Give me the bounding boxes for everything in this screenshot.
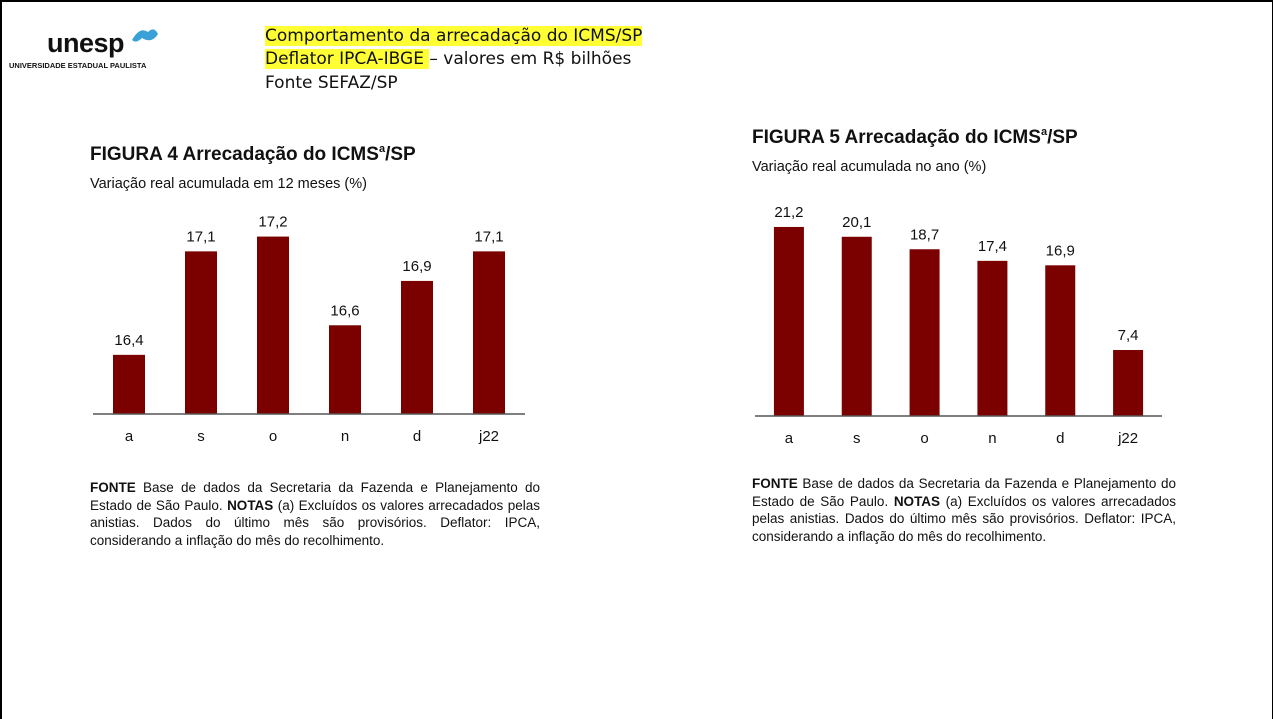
x-tick-label: s xyxy=(197,428,205,445)
note-label: NOTAS xyxy=(893,493,941,509)
x-tick-label: o xyxy=(920,430,928,447)
chart-note: FONTE Base de dados da Secretaria da Faz… xyxy=(752,475,1176,545)
bar xyxy=(909,249,940,416)
header-text: Fonte SEFAZ/SP xyxy=(265,73,398,93)
x-tick-label: j22 xyxy=(478,428,499,445)
chart-note: FONTE Base de dados da Secretaria da Faz… xyxy=(90,479,540,549)
chart-subtitle: Variação real acumulada no ano (%) xyxy=(752,159,986,175)
header-text: – valores em R$ bilhões xyxy=(429,49,632,69)
bar xyxy=(329,325,361,414)
note-label: FONTE xyxy=(90,480,136,495)
bar xyxy=(113,354,145,414)
bar xyxy=(773,226,804,416)
x-tick-label: s xyxy=(853,430,861,447)
bar xyxy=(1045,265,1076,416)
data-label: 17,1 xyxy=(186,228,215,245)
chart-title: FIGURA 4 Arrecadação do ICMSa/SP xyxy=(90,143,416,165)
header-line: Deflator IPCA-IBGE – valores em R$ bilhõ… xyxy=(265,49,631,69)
note-text: (a) Excluídos os valores arrecadados pel… xyxy=(752,493,1176,544)
chart-title-text: /SP xyxy=(1047,127,1078,148)
x-tick-label: d xyxy=(413,428,421,445)
x-tick-label: j22 xyxy=(1117,430,1138,447)
bar xyxy=(257,236,289,414)
data-label: 7,4 xyxy=(1118,327,1139,344)
x-tick-label: a xyxy=(785,430,794,447)
chart-title-text: FIGURA 4 Arrecadação do ICMS xyxy=(90,144,379,165)
bar xyxy=(401,280,433,414)
chart-subtitle: Variação real acumulada em 12 meses (%) xyxy=(90,176,367,192)
x-tick-label: o xyxy=(269,428,277,445)
data-label: 18,7 xyxy=(910,226,939,243)
data-label: 16,9 xyxy=(402,258,431,275)
bar xyxy=(185,251,217,414)
logo: unesp xyxy=(47,28,125,58)
logo-subtitle: UNIVERSIDADE ESTADUAL PAULISTA xyxy=(9,61,147,70)
note-label: NOTAS xyxy=(227,497,274,513)
chart-title-superscript: a xyxy=(1041,126,1048,138)
x-tick-label: n xyxy=(341,428,349,445)
logo-icon xyxy=(132,29,158,42)
bar xyxy=(473,251,505,414)
bar xyxy=(841,236,872,416)
header-line: Fonte SEFAZ/SP xyxy=(265,73,398,93)
x-tick-label: d xyxy=(1056,430,1064,447)
chart-title: FIGURA 5 Arrecadação do ICMSa/SP xyxy=(752,126,1078,148)
header-line: Comportamento da arrecadação do ICMS/SP xyxy=(265,26,643,46)
note-text: Base de dados da Secretaria da Fazenda e… xyxy=(752,476,1176,509)
note-text: (a) Excluídos os valores arrecadados pel… xyxy=(90,497,540,548)
data-label: 20,1 xyxy=(842,214,871,231)
data-label: 16,9 xyxy=(1046,242,1075,259)
chart-title-superscript: a xyxy=(379,143,386,155)
chart-title-text: FIGURA 5 Arrecadação do ICMS xyxy=(752,127,1041,148)
x-tick-label: a xyxy=(125,428,134,445)
data-label: 17,4 xyxy=(978,238,1007,255)
data-label: 21,2 xyxy=(774,204,803,221)
data-label: 16,4 xyxy=(114,332,143,349)
data-label: 16,6 xyxy=(330,302,359,319)
header-text: Deflator IPCA-IBGE xyxy=(265,49,430,69)
data-label: 17,1 xyxy=(474,228,503,245)
chart-title-text: /SP xyxy=(385,144,416,165)
bar xyxy=(977,260,1008,416)
x-tick-label: n xyxy=(988,430,996,447)
bar xyxy=(1113,350,1144,416)
header-text: Comportamento da arrecadação do ICMS/SP xyxy=(265,26,643,46)
note-text: Base de dados da Secretaria da Fazenda e… xyxy=(90,480,540,513)
note-label: FONTE xyxy=(752,476,798,491)
data-label: 17,2 xyxy=(258,214,287,231)
